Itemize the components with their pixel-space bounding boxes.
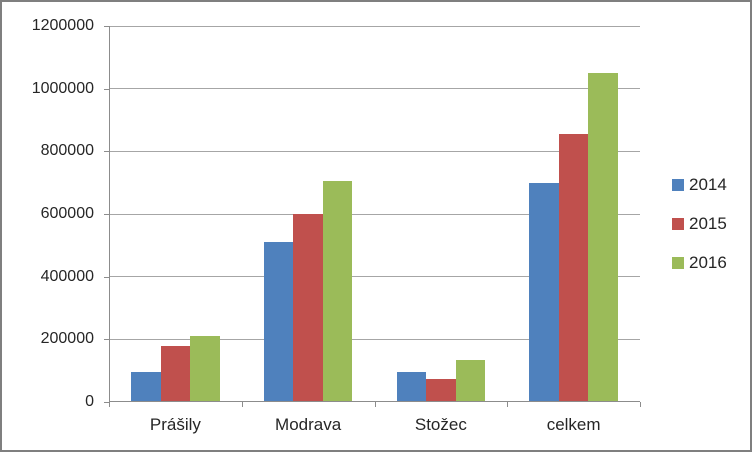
bar-2016-stožec: [455, 359, 486, 401]
legend-label: 2016: [689, 253, 727, 272]
y-axis-tick: [104, 214, 109, 215]
gridline: [109, 276, 640, 278]
bar-2015-modrava: [293, 214, 323, 401]
plot-area: [109, 25, 640, 402]
x-axis-line: [109, 401, 640, 402]
x-axis-tick: [374, 402, 376, 407]
legend: 2014 2015 2016: [672, 174, 727, 291]
y-tick-label: 0: [85, 393, 94, 410]
bar-2014-modrava: [263, 242, 294, 401]
y-tick-label: 800000: [40, 142, 94, 160]
x-category-label: Prášily: [149, 415, 201, 434]
y-axis-tick: [104, 402, 109, 403]
y-tick-label: 400000: [40, 267, 94, 285]
bar-2015-celkem: [558, 134, 589, 401]
x-category-label: Modrava: [275, 415, 342, 434]
y-axis-line: [109, 26, 110, 402]
y-axis-tick: [104, 276, 109, 278]
y-tick-label: 1200000: [31, 17, 94, 34]
y-tick-label: 1000000: [31, 79, 94, 97]
bar-2016-celkem: [588, 73, 618, 401]
legend-label: 2015: [689, 214, 727, 233]
bar-2014-celkem: [529, 182, 559, 401]
y-axis-tick: [104, 151, 109, 153]
x-axis-tick: [507, 402, 509, 407]
legend-swatch-2014: [672, 179, 684, 191]
legend-label: 2014: [689, 175, 727, 194]
bar-2016-modrava: [322, 181, 353, 401]
gridline: [109, 150, 640, 152]
gridline: [109, 88, 640, 90]
gridline: [109, 25, 640, 27]
y-axis-tick: [104, 26, 109, 27]
x-axis-tick: [241, 402, 243, 407]
legend-item-2014: 2014: [672, 174, 727, 196]
gridline: [109, 338, 640, 340]
gridline: [109, 213, 640, 215]
y-tick-label: 600000: [40, 205, 94, 222]
bar-2016-prášily: [190, 336, 220, 401]
y-tick-label: 200000: [40, 330, 94, 348]
bar-2014-prášily: [131, 372, 161, 401]
x-axis-tick: [640, 402, 641, 407]
x-axis-tick: [109, 402, 110, 407]
bar-2014-stožec: [396, 372, 427, 401]
x-category-label: celkem: [546, 415, 601, 434]
x-category-label: Stožec: [414, 415, 467, 434]
bar-2015-stožec: [426, 378, 456, 401]
y-axis-tick: [104, 88, 109, 90]
bar-2015-prášily: [160, 345, 191, 401]
legend-item-2015: 2015: [672, 213, 727, 235]
y-axis-tick: [104, 339, 109, 341]
legend-item-2016: 2016: [672, 252, 727, 274]
legend-swatch-2015: [672, 218, 684, 230]
legend-swatch-2016: [672, 257, 684, 269]
